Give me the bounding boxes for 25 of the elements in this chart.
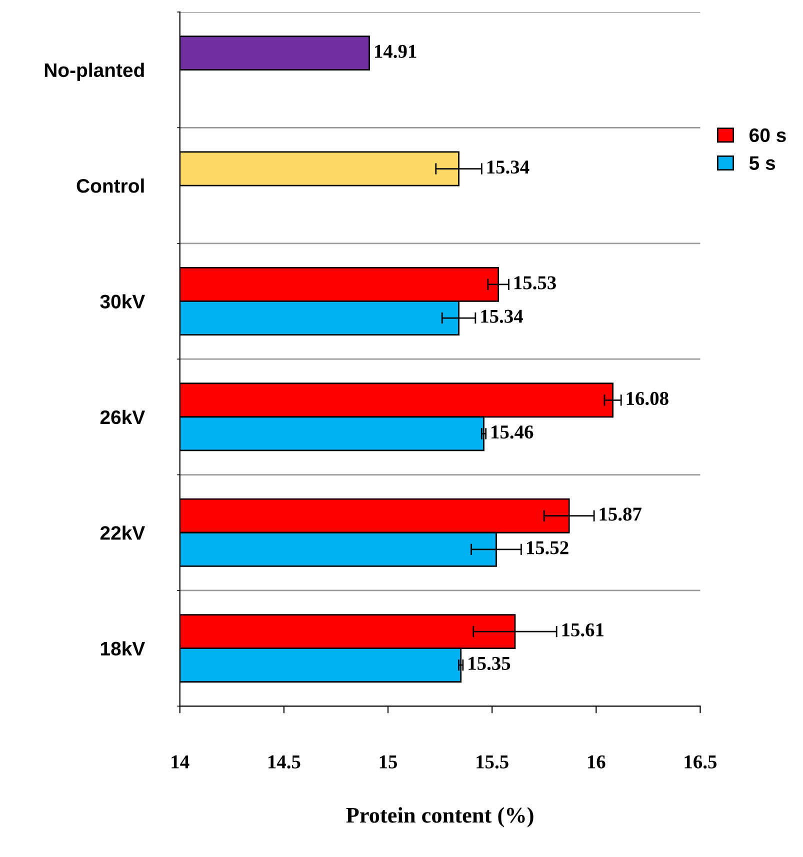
data-label: 16.08: [626, 392, 668, 406]
x-tick-label: 14: [172, 755, 190, 768]
y-tick-label: 18kV: [100, 641, 146, 656]
data-label: 15.61: [562, 623, 604, 636]
data-label: 15.34: [487, 160, 530, 174]
data-label: 15.35: [468, 656, 510, 670]
x-tick-label: 16: [588, 755, 606, 768]
data-label: 14.91: [375, 44, 416, 58]
x-tick-label: 16.5: [684, 755, 717, 769]
data-label: 15.34: [481, 310, 523, 323]
data-label: 15.46: [492, 426, 534, 439]
data-label: 15.87: [600, 508, 642, 521]
x-tick-label: 15: [380, 755, 398, 768]
x-tick-label: 14.5: [268, 755, 300, 769]
y-tick-label: 30kV: [100, 294, 146, 308]
x-axis-title: Protein content (%): [346, 807, 534, 828]
y-tick-label: No-planted: [44, 62, 144, 81]
y-tick-label: 22kV: [100, 526, 146, 540]
x-tick-label: 15.5: [476, 755, 508, 769]
legend-label: 60 s: [750, 128, 786, 142]
data-label: 15.53: [514, 276, 556, 290]
data-label: 15.52: [526, 541, 568, 554]
legend-label: 5 s: [749, 156, 776, 170]
y-tick-label: 26kV: [100, 410, 146, 424]
y-tick-label: Control: [76, 178, 144, 193]
